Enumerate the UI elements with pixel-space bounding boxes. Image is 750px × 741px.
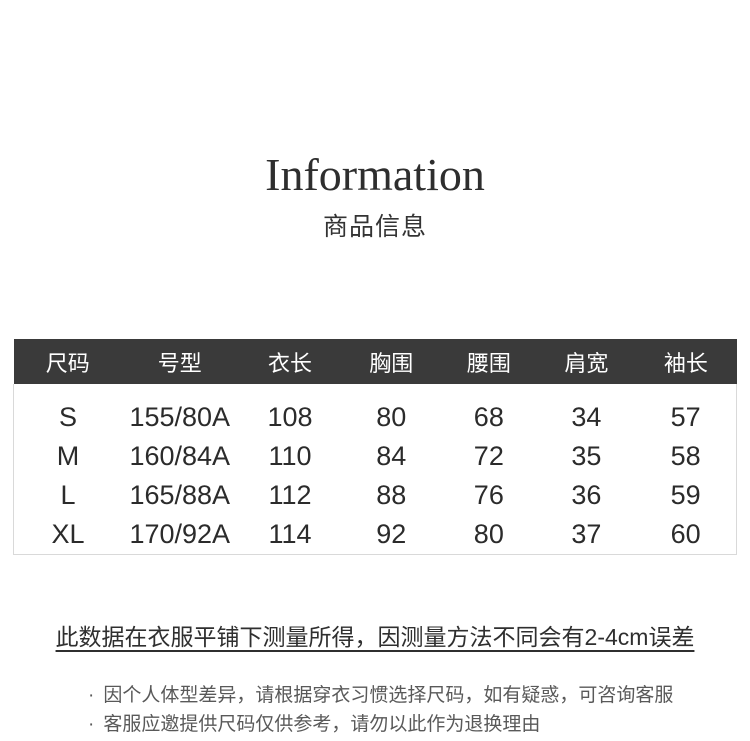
column-header-shoulder: 肩宽 [537,339,636,384]
table-cell: S [12,398,122,437]
table-cell: 110 [268,441,312,471]
tip-text: 客服应邀提供尺码仅供参考，请勿以此作为退换理由 [103,713,541,735]
table-cell: 84 [376,441,407,471]
table-cell: M [12,437,122,476]
table-row-m: M 160/84A 110 84 72 35 58 [12,437,738,476]
table-cell: 112 [268,480,312,510]
bullet-icon: · [88,713,95,735]
table-cell: 60 [635,515,738,555]
column-header-sleeve: 袖长 [635,339,737,384]
spacer-row [13,384,737,398]
table-cell: 76 [473,480,504,510]
table-row-l: L 165/88A 112 88 76 36 59 [12,476,738,515]
table-cell: 57 [635,398,738,437]
table-cell: 59 [635,476,738,515]
size-chart: 尺码 号型 衣长 胸围 腰围 肩宽 袖长 S 155/80A 108 80 68 [12,339,738,555]
tips-list: · 因个人体型差异，请根据穿衣习惯选择尺码，如有疑惑，可咨询客服 · 客服应邀提供尺… [0,681,750,739]
column-header-length: 衣长 [237,339,343,384]
table-cell: 72 [473,441,504,471]
table-cell: 80 [376,402,407,432]
bullet-icon: · [88,684,95,706]
table-cell: 165/88A [129,480,231,510]
table-cell: 36 [571,480,602,510]
table-cell: 108 [267,402,313,432]
table-cell: 88 [376,480,407,510]
table-cell: 160/84A [129,441,231,471]
page-subtitle: 商品信息 [322,213,427,241]
table-cell: 155/80A [129,402,231,432]
column-header-bust: 胸围 [342,339,441,384]
size-table-header-row: 尺码 号型 衣长 胸围 腰围 肩宽 袖长 [13,339,737,384]
page-title: Information [265,149,485,200]
table-cell: 58 [635,437,738,476]
table-row-xl: XL 170/92A 114 92 80 37 60 [12,515,738,555]
size-table: 尺码 号型 衣长 胸围 腰围 肩宽 袖长 S 155/80A 108 80 68 [12,339,738,555]
table-cell: 92 [342,515,441,555]
tip-text: 因个人体型差异，请根据穿衣习惯选择尺码，如有疑惑，可咨询客服 [103,684,674,706]
tip-line: · 因个人体型差异，请根据穿衣习惯选择尺码，如有疑惑，可咨询客服 [88,681,750,710]
column-header-size: 尺码 [13,339,122,384]
table-cell: 114 [237,515,343,555]
table-cell: XL [12,515,122,555]
column-header-model: 号型 [121,339,238,384]
table-cell: 37 [537,515,636,555]
measurement-disclaimer: 此数据在衣服平铺下测量所得，因测量方法不同会有2-4cm误差 [55,623,695,650]
table-cell: 68 [473,402,504,432]
tip-line: · 客服应邀提供尺码仅供参考，请勿以此作为退换理由 [88,710,750,739]
table-cell: 35 [571,441,602,471]
table-cell: 34 [571,402,602,432]
column-header-waist: 腰围 [440,339,538,384]
table-row-s: S 155/80A 108 80 68 34 57 [12,398,738,437]
table-cell: 80 [440,515,538,555]
table-cell: L [12,476,122,515]
table-cell: 170/92A [121,515,238,555]
